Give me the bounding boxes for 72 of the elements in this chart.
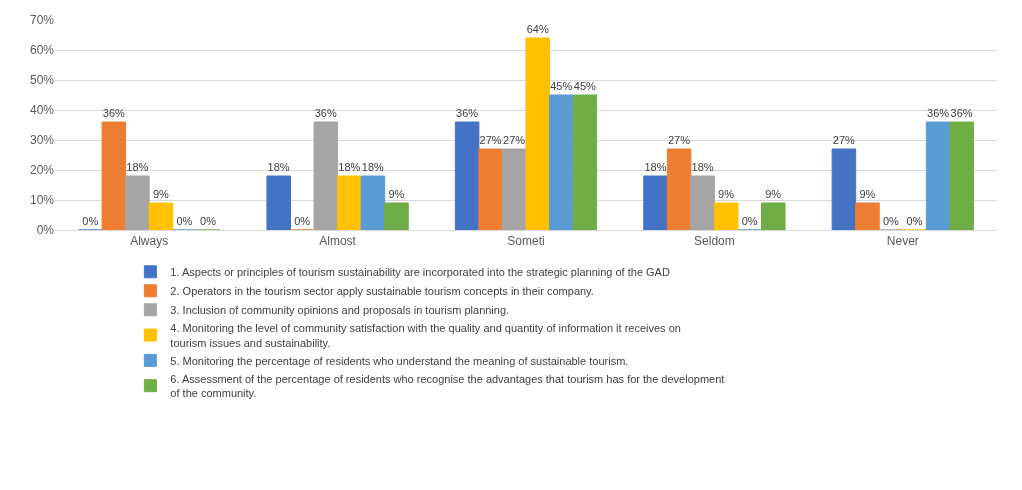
bar [831,148,857,230]
bar [478,148,503,230]
data-label: 0% [906,215,923,227]
bar [313,121,339,230]
data-label: 18% [126,161,149,173]
y-tick-label: 50% [29,73,55,88]
data-label: 0% [882,215,900,227]
data-label: 9% [388,188,405,200]
data-label: 27% [479,134,502,146]
data-label: 36% [102,107,125,119]
bar [501,148,527,230]
data-label: 18% [361,161,385,173]
bar [266,175,291,230]
bar [666,148,692,230]
bar [549,94,574,230]
data-label: 64% [526,23,549,35]
y-tick-label: 0% [36,223,55,238]
data-label: 0% [82,215,99,227]
data-label: 18% [267,161,290,173]
x-tick-label: Seldom [694,234,735,249]
y-tick-label: 60% [29,43,55,58]
y-tick-label: 30% [29,133,55,148]
bar [454,121,480,230]
data-label: 36% [456,107,479,119]
bar [925,121,951,230]
data-label: 36% [314,107,337,119]
x-tick-label: Almost [319,234,357,249]
data-label: 27% [832,134,856,146]
bar [360,175,386,230]
data-label: 27% [503,134,526,146]
x-tick-label: Never [886,234,919,249]
bar [572,94,598,230]
bar [101,121,127,230]
data-label: 0% [200,215,217,227]
data-label: 9% [152,188,170,200]
y-tick-label: 20% [29,163,55,178]
legend-label: 4. Monitoring the level of community satisfaction with the quality and quantity of information it receives on tourism issues and sustainability. [170,322,681,349]
y-tick-label: 70% [29,13,55,28]
data-label: 9% [859,188,876,200]
data-label: 0% [176,215,193,227]
legend-label: 1. Aspects or principles of tourism sustainability are incorporated into the strategic planning of the GAD [170,266,670,279]
data-label: 9% [718,188,735,200]
x-tick-label: Someti [507,234,545,249]
data-label: 9% [765,188,782,200]
data-label: 27% [667,134,691,146]
legend-label: 5. Monitoring the percentage of residents who understand the meaning of sustainable tourism. [170,354,629,367]
bar [525,37,551,230]
data-label: 18% [644,161,667,173]
data-label: 36% [927,107,950,119]
data-label: 18% [338,161,361,173]
bar [643,175,668,230]
y-tick-label: 10% [29,193,55,208]
legend-label: 6. Assessment of the percentage of residents who recognise the advantages that tourism has for the development of the community. [170,372,725,400]
bar [855,202,880,230]
bar [713,202,739,230]
y-tick-label: 40% [29,103,55,118]
legend-label: 3. Inclusion of community opinions and proposals in tourism planning. [170,304,510,317]
bar [337,175,362,230]
data-label: 18% [691,161,714,173]
data-label: 45% [550,80,573,92]
data-label: 0% [741,215,758,227]
bar [761,202,786,230]
x-tick-label: Always [130,234,169,249]
bar [949,121,974,230]
bar [384,202,409,230]
bar [125,175,150,230]
legend-label: 2. Operators in the tourism sector apply sustainable tourism concepts in their company. [170,285,594,298]
bar [148,202,174,230]
bar [690,175,715,230]
data-label: 45% [573,80,596,92]
data-label: 36% [950,107,973,119]
data-label: 0% [294,215,311,227]
